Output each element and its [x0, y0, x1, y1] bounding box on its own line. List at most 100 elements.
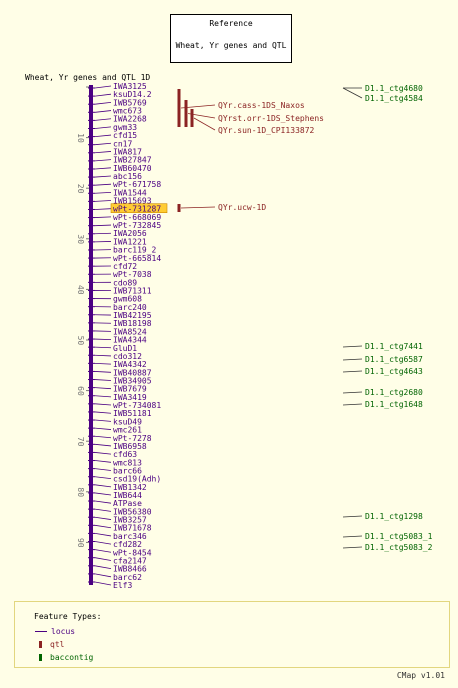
qtl-label[interactable]: QYr.ucw-1D: [218, 203, 266, 212]
marker-label[interactable]: abc156: [113, 172, 142, 181]
marker-label[interactable]: cdo312: [113, 352, 142, 361]
contig-label[interactable]: D1.1_ctg2680: [365, 388, 423, 397]
marker-label[interactable]: IWA4342: [113, 360, 147, 369]
locus-connector: [94, 468, 112, 471]
marker-label[interactable]: wPt-8454: [113, 548, 152, 557]
marker-label[interactable]: ksuD49: [113, 417, 142, 426]
qtl-connector: [193, 117, 216, 131]
marker-label[interactable]: cfd282: [113, 540, 142, 549]
marker-label[interactable]: barc240: [113, 303, 147, 312]
marker-label[interactable]: IWB27847: [113, 156, 152, 165]
marker-label[interactable]: wPt-671758: [113, 180, 161, 189]
marker-label[interactable]: GluD1: [113, 344, 137, 353]
marker-label[interactable]: wPt-731287: [113, 205, 161, 214]
locus-connector: [94, 200, 112, 202]
marker-label[interactable]: IWA8524: [113, 327, 147, 336]
marker-label[interactable]: gwm608: [113, 295, 142, 304]
marker-label[interactable]: wPt-7038: [113, 270, 152, 279]
marker-label[interactable]: cfa2147: [113, 556, 147, 565]
contig-label[interactable]: D1.1_ctg4680: [365, 84, 423, 93]
locus-connector: [94, 224, 112, 227]
marker-label[interactable]: IWB18198: [113, 319, 152, 328]
reference-subtitle: Wheat, Yr genes and QTL: [175, 41, 287, 50]
qtl-label[interactable]: QYr.sun-1D_CPI133872: [218, 126, 315, 135]
marker-label[interactable]: IWB8466: [113, 565, 147, 574]
marker-label[interactable]: IWA3125: [113, 82, 147, 91]
marker-label[interactable]: IWA1221: [113, 237, 147, 246]
legend-item-locus: locus: [35, 627, 75, 636]
marker-label[interactable]: IWA2268: [113, 115, 147, 124]
contig-label[interactable]: D1.1_ctg5083_1: [365, 532, 433, 541]
marker-label[interactable]: IWA1544: [113, 188, 147, 197]
contig-label[interactable]: D1.1_ctg1298: [365, 512, 423, 521]
qtl-label[interactable]: QYr.cass-1DS_Naxos: [218, 101, 305, 110]
contig-connector: [342, 345, 363, 348]
locus-connector: [94, 508, 112, 512]
contig-label[interactable]: D1.1_ctg6587: [365, 355, 423, 364]
locus-connector: [94, 208, 112, 210]
marker-label[interactable]: gwm33: [113, 123, 137, 132]
marker-label[interactable]: IWB40887: [113, 368, 152, 377]
marker-label[interactable]: IWB42195: [113, 311, 152, 320]
marker-label[interactable]: wPt-732845: [113, 221, 161, 230]
marker-label[interactable]: IWB71311: [113, 287, 152, 296]
marker-label[interactable]: wPt-668069: [113, 213, 161, 222]
contig-label[interactable]: D1.1_ctg7441: [365, 342, 423, 351]
marker-label[interactable]: cn17: [113, 139, 132, 148]
marker-label[interactable]: IWB5769: [113, 98, 147, 107]
qtl-bar[interactable]: [184, 100, 188, 127]
marker-label[interactable]: IWB6958: [113, 442, 147, 451]
marker-label[interactable]: barc66: [113, 466, 142, 475]
marker-label[interactable]: IWB7679: [113, 385, 147, 394]
marker-label[interactable]: IWB71678: [113, 524, 152, 533]
marker-label[interactable]: IWB15693: [113, 197, 152, 206]
map-title[interactable]: Wheat, Yr genes and QTL 1D: [25, 73, 151, 82]
contig-label[interactable]: D1.1_ctg5083_2: [365, 543, 433, 552]
marker-label[interactable]: ATPase: [113, 499, 142, 508]
marker-label[interactable]: wmc261: [113, 426, 142, 435]
locus-connector: [94, 419, 112, 422]
locus-connector: [94, 395, 112, 398]
marker-label[interactable]: Elf3: [113, 581, 132, 590]
marker-label[interactable]: barc346: [113, 532, 147, 541]
locus-connector: [94, 476, 112, 480]
marker-label[interactable]: cfd15: [113, 131, 137, 140]
marker-label[interactable]: cfd72: [113, 262, 137, 271]
marker-label[interactable]: IWA3419: [113, 393, 147, 402]
marker-label[interactable]: IWA4344: [113, 336, 147, 345]
qtl-label[interactable]: QYrst.orr-1DS_Stephens: [218, 114, 324, 123]
contig-label[interactable]: D1.1_ctg4643: [365, 367, 423, 376]
marker-label[interactable]: IWB3257: [113, 516, 147, 525]
marker-label[interactable]: cfd63: [113, 450, 137, 459]
marker-label[interactable]: IWB60470: [113, 164, 152, 173]
contig-label[interactable]: D1.1_ctg4584: [365, 94, 423, 103]
chromosome-bar[interactable]: [89, 85, 93, 585]
marker-label[interactable]: wPt-665814: [113, 254, 161, 263]
marker-label[interactable]: ksuD14.2: [113, 90, 152, 99]
marker-label[interactable]: wPt-7278: [113, 434, 152, 443]
marker-label[interactable]: wPt-734081: [113, 401, 161, 410]
contig-label[interactable]: D1.1_ctg1648: [365, 400, 423, 409]
qtl-bar[interactable]: [177, 89, 181, 127]
marker-label[interactable]: IWB34905: [113, 376, 152, 385]
marker-label[interactable]: csd19(Adh): [113, 475, 161, 484]
marker-label[interactable]: barc119_2: [113, 246, 157, 255]
contig-connector: [342, 370, 363, 373]
marker-label[interactable]: wmc673: [113, 107, 142, 116]
locus-connector: [94, 101, 112, 105]
scale-tick-label: 60: [76, 386, 85, 396]
qtl-bar[interactable]: [177, 204, 181, 212]
qtl-bar[interactable]: [190, 109, 194, 127]
locus-connector: [94, 159, 112, 162]
marker-label[interactable]: wmc813: [113, 458, 142, 467]
scale-tick-label: 80: [76, 487, 85, 497]
marker-label[interactable]: barc62: [113, 573, 142, 582]
marker-label[interactable]: cdo89: [113, 278, 137, 287]
marker-label[interactable]: IWA817: [113, 147, 142, 156]
marker-label[interactable]: IWA2056: [113, 229, 147, 238]
marker-label[interactable]: IWB56380: [113, 507, 152, 516]
marker-label[interactable]: IWB51181: [113, 409, 152, 418]
legend-label: locus: [51, 627, 76, 636]
marker-label[interactable]: IWB1342: [113, 483, 147, 492]
marker-label[interactable]: IWB644: [113, 491, 142, 500]
